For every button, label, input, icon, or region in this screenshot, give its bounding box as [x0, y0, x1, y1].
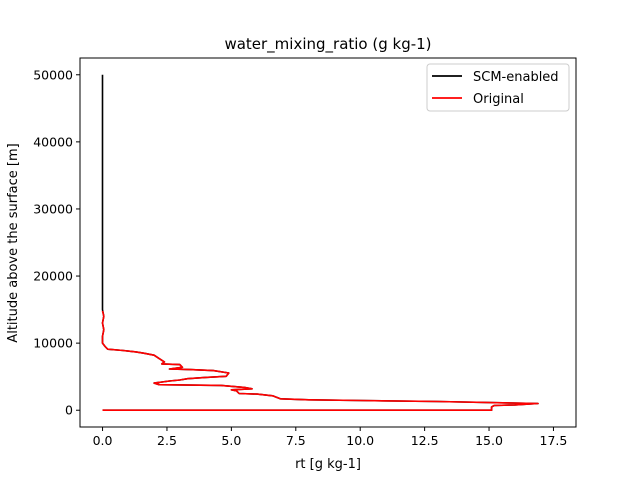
- y-tick-label: 40000: [33, 134, 73, 149]
- chart-title: water_mixing_ratio (g kg-1): [224, 35, 431, 54]
- ticks-layer: 0.0 2.5 5.0 7.5 10.0 12.5 15.0 17.5 0 10000 20000 3…: [33, 67, 567, 448]
- y-tick-label: 20000: [33, 269, 73, 284]
- legend-label-scm-enabled: SCM-enabled: [473, 70, 559, 85]
- series-layer: [101, 74, 539, 411]
- y-tick-label: 0: [65, 403, 73, 418]
- y-axis-label: Altitude above the surface [m]: [6, 143, 21, 342]
- y-tick-label: 30000: [33, 201, 73, 216]
- legend: SCM-enabled Original: [426, 63, 570, 112]
- y-tick-label: 50000: [33, 67, 73, 82]
- x-tick-label: 10.0: [346, 433, 374, 448]
- legend-label-original: Original: [473, 92, 524, 107]
- legend-box: [426, 63, 570, 112]
- series-line-original: [101, 310, 539, 411]
- x-tick-label: 12.5: [411, 433, 439, 448]
- x-tick-label: 17.5: [540, 433, 568, 448]
- x-tick-label: 0.0: [93, 433, 113, 448]
- x-tick-label: 2.5: [157, 433, 177, 448]
- x-tick-label: 5.0: [221, 433, 241, 448]
- plot-frame: [79, 57, 577, 428]
- x-tick-label: 7.5: [286, 433, 306, 448]
- x-axis-label: rt [g kg-1]: [295, 457, 361, 472]
- x-tick-label: 15.0: [475, 433, 503, 448]
- y-tick-label: 10000: [33, 336, 73, 351]
